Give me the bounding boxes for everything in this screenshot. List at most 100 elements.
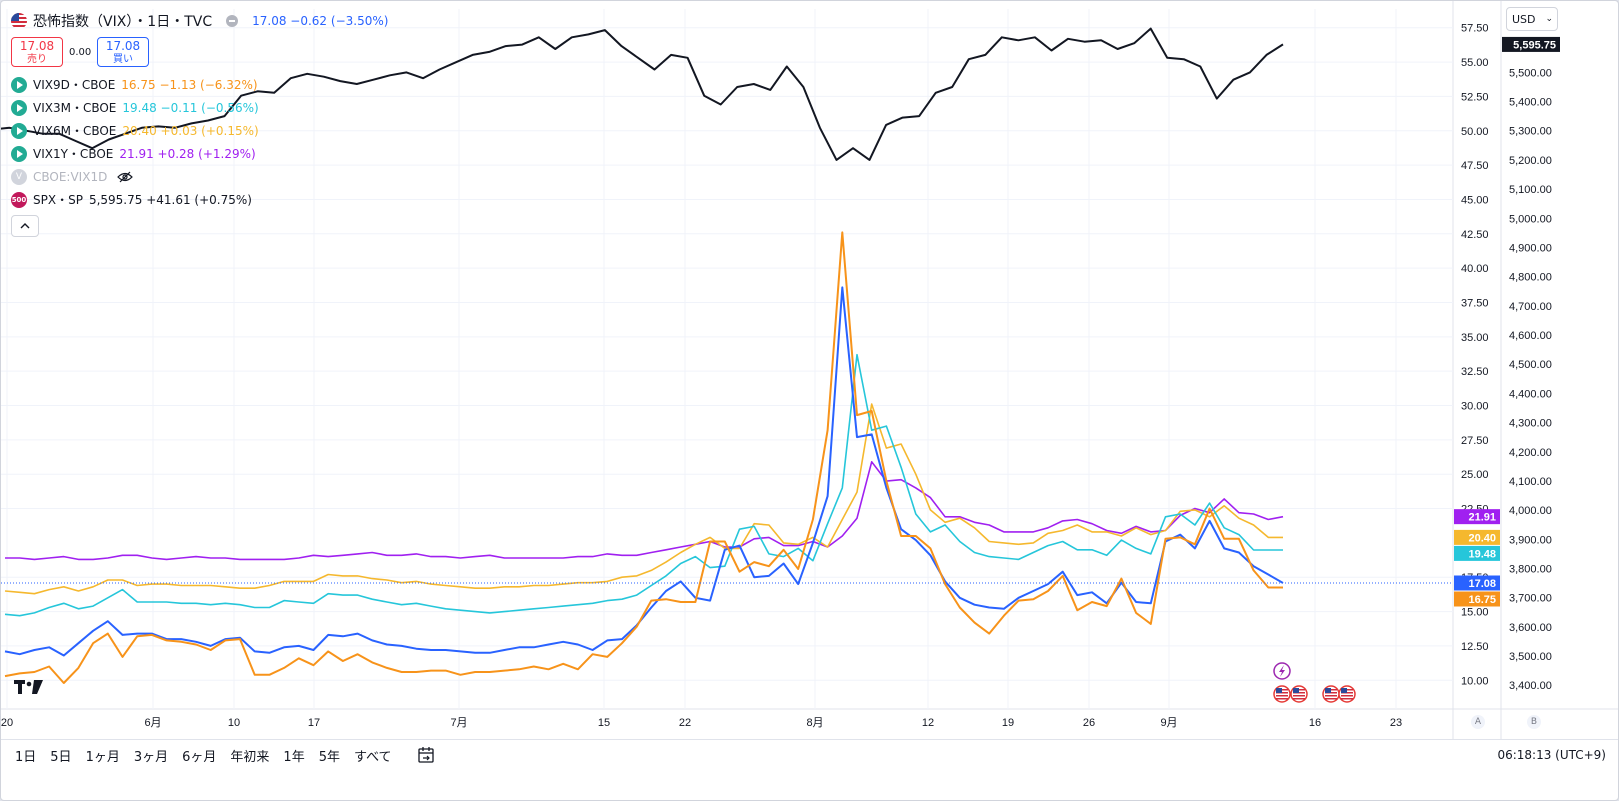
grid-lines	[1, 1, 1618, 739]
right-axis-tick-label: 5,300.00	[1509, 126, 1552, 138]
eye-hidden-icon[interactable]	[117, 171, 134, 183]
us-economic-event-icon[interactable]	[1322, 685, 1340, 703]
x-tick-label: 9月	[1160, 717, 1177, 729]
right-axis-tick-label: 3,400.00	[1509, 680, 1552, 692]
right-axis-tick-label: 5,400.00	[1509, 97, 1552, 109]
range-3m[interactable]: 3ヶ月	[133, 749, 169, 765]
axis-value-label-text: 21.91	[1468, 512, 1496, 524]
x-tick-label: 7月	[450, 717, 467, 729]
left-axis-tick-label: 35.00	[1461, 332, 1489, 344]
currency-select[interactable]: USD ⌄	[1506, 7, 1558, 31]
right-axis-tick-label: 4,200.00	[1509, 447, 1552, 459]
series-line[interactable]	[4, 353, 1283, 617]
right-axis-tick-label: 4,100.00	[1509, 476, 1552, 488]
left-axis-tick-label: 27.50	[1461, 435, 1489, 447]
range-ytd[interactable]: 年初来	[230, 749, 270, 765]
left-axis-tick-label: 40.00	[1461, 263, 1489, 275]
series-line[interactable]	[5, 460, 1284, 561]
legend-item-vix6m[interactable]: VIX6M・CBOE 20.40 +0.03 (+0.15%)	[11, 119, 388, 142]
last-value-labels: 21.91 20.40 19.48 17.08 16.75 5,595.75	[1454, 36, 1560, 607]
tradingview-logo-icon[interactable]	[14, 680, 44, 695]
right-axis-tick-label: 5,000.00	[1509, 213, 1552, 225]
left-axis-tick-label: 25.00	[1461, 469, 1489, 481]
left-axis-tick-label: 15.00	[1461, 607, 1489, 619]
range-1y[interactable]: 1年	[283, 749, 305, 765]
scale-mode-button[interactable]: B	[1527, 715, 1541, 729]
right-axis-tick-label: 5,200.00	[1509, 155, 1552, 167]
right-axis-tick-label: 4,000.00	[1509, 505, 1552, 517]
legend-item-vix3m[interactable]: VIX3M・CBOE 19.48 −0.11 (−0.56%)	[11, 96, 388, 119]
legend: 恐怖指数（VIX）・1日・TVC 17.08 −0.62 (−3.50%) 17…	[11, 9, 388, 237]
lightning-event-icon[interactable]	[1273, 662, 1291, 680]
time-axis[interactable]: 20 6月 10 17 7月 15 22 8月 12 19 26 9月 16 23	[1, 717, 1402, 729]
left-axis-tick-label: 50.00	[1461, 126, 1489, 138]
buy-button[interactable]: 17.08 買い	[97, 37, 149, 67]
axis-value-label-bg	[1454, 591, 1500, 607]
main-last-value: 17.08 −0.62 (−3.50%)	[252, 14, 389, 28]
range-all[interactable]: すべて	[353, 749, 392, 765]
play-arrow-icon	[11, 99, 27, 116]
left-axis-tick-label: 57.50	[1461, 23, 1489, 35]
collapse-dot-icon[interactable]	[226, 15, 239, 27]
right-axis-tick-label: 3,500.00	[1509, 651, 1552, 663]
left-axis-tick-label: 37.50	[1461, 297, 1489, 309]
spread-value: 0.00	[69, 46, 92, 58]
series-line[interactable]	[1, 27, 1284, 161]
legend-item-spx[interactable]: 500 SPX・SP 5,595.75 +41.61 (+0.75%)	[11, 191, 252, 208]
axis-value-label: 20.40	[1454, 529, 1500, 545]
price-axis[interactable]: 57.50 55.00 52.50 50.00 47.50 45.00 42.50 40.00…	[1461, 23, 1552, 693]
legend-item-vix9d[interactable]: VIX9D・CBOE 16.75 −1.13 (−6.32%)	[11, 73, 388, 96]
x-tick-label: 15	[598, 717, 610, 729]
spx-value-label-bg	[1502, 36, 1560, 52]
legend-item-vix1d[interactable]: V CBOE:VIX1D	[11, 165, 388, 188]
play-arrow-icon	[11, 122, 27, 139]
play-arrow-icon	[11, 76, 27, 93]
goto-date-icon[interactable]	[417, 746, 435, 764]
main-series-header[interactable]: 恐怖指数（VIX）・1日・TVC 17.08 −0.62 (−3.50%)	[11, 9, 388, 33]
us-economic-event-icon[interactable]	[1338, 685, 1356, 703]
x-tick-label: 26	[1083, 717, 1095, 729]
clock-readout[interactable]: 06:18:13 (UTC+9)	[1497, 748, 1606, 762]
range-5d[interactable]: 5日	[50, 749, 72, 765]
x-tick-label: 23	[1390, 717, 1402, 729]
chart-canvas[interactable]: 57.50 55.00 52.50 50.00 47.50 45.00 42.50 40.00…	[1, 1, 1618, 739]
us-economic-event-icon[interactable]	[1273, 685, 1291, 703]
event-markers[interactable]	[1273, 662, 1356, 703]
right-axis-tick-label: 4,300.00	[1509, 418, 1552, 430]
right-axis-tick-label: 3,700.00	[1509, 593, 1552, 605]
chevron-down-icon: ⌄	[1545, 14, 1554, 24]
us-economic-event-icon[interactable]	[1290, 685, 1308, 703]
x-tick-label: 8月	[806, 717, 823, 729]
right-axis-tick-label: 4,900.00	[1509, 242, 1552, 254]
auto-scale-button[interactable]: A	[1471, 715, 1485, 729]
x-tick-label: 12	[922, 717, 934, 729]
plot-area[interactable]	[1, 27, 1453, 684]
right-axis-tick-label: 5,500.00	[1509, 67, 1552, 79]
range-6m[interactable]: 6ヶ月	[182, 749, 217, 765]
left-axis-tick-label: 12.50	[1461, 641, 1489, 653]
us-flag-icon	[11, 13, 27, 29]
sell-button[interactable]: 17.08 売り	[11, 37, 63, 67]
range-1d[interactable]: 1日	[15, 749, 37, 765]
main-symbol-title[interactable]: 恐怖指数（VIX）・1日・TVC	[33, 14, 213, 30]
axis-value-label: 19.48	[1454, 545, 1500, 561]
collapse-legend-button[interactable]	[11, 215, 39, 237]
right-axis-tick-label: 4,800.00	[1509, 272, 1552, 284]
series-line[interactable]	[4, 286, 1284, 657]
right-axis-tick-label: 4,600.00	[1509, 330, 1552, 342]
range-5y[interactable]: 5年	[318, 749, 340, 765]
right-axis-tick-label: 5,100.00	[1509, 184, 1552, 196]
left-axis-tick-label: 55.00	[1461, 57, 1489, 69]
axis-value-label: 17.08	[1454, 575, 1500, 591]
series-line[interactable]	[4, 231, 1283, 684]
series-line[interactable]	[4, 403, 1283, 595]
range-1m[interactable]: 1ヶ月	[85, 749, 120, 765]
axis-value-label-text: 16.75	[1468, 594, 1496, 606]
axis-value-label-bg	[1454, 509, 1500, 525]
axis-value-label-bg	[1454, 545, 1500, 561]
right-axis-tick-label: 4,700.00	[1509, 301, 1552, 313]
left-axis-tick-label: 30.00	[1461, 401, 1489, 413]
left-axis-tick-label: 42.50	[1461, 229, 1489, 241]
x-tick-label: 20	[1, 717, 13, 729]
legend-item-vix1y[interactable]: VIX1Y・CBOE 21.91 +0.28 (+1.29%)	[11, 142, 388, 165]
